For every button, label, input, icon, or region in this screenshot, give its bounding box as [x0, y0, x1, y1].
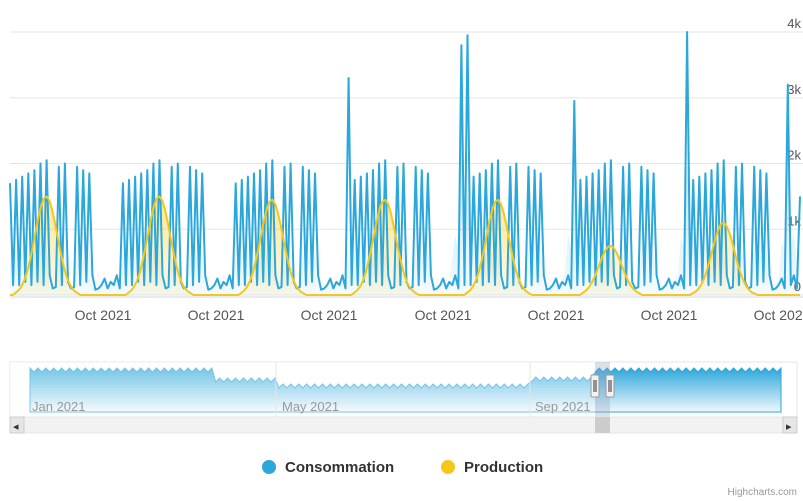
- navigator-mask-left: [10, 362, 595, 417]
- scrollbar-track[interactable]: [9, 416, 798, 434]
- scrollbar-thumb[interactable]: [595, 417, 610, 433]
- consommation-series-line: [9, 31, 801, 291]
- scrollbar-left-arrow-icon: ◂: [13, 420, 19, 433]
- scrollbar-right-arrow-icon: ▸: [786, 420, 792, 433]
- x-axis: Oct 2021 Oct 2021 Oct 2021 Oct 2021 Oct 2021…: [75, 307, 803, 323]
- x-tick-label: Oct 2021: [415, 307, 472, 323]
- navigator-label: Sep 2021: [535, 399, 591, 414]
- navigator-handle-left[interactable]: [590, 374, 600, 398]
- navigator-handle-right[interactable]: [605, 374, 615, 398]
- plot-area: [9, 31, 801, 296]
- x-tick-label: Oct 2021: [75, 307, 132, 323]
- production-series-line: [10, 195, 800, 296]
- scrollbar[interactable]: ◂ ▸: [9, 416, 798, 434]
- y-tick-label: 4k: [787, 16, 801, 31]
- consommation-series-area: [10, 58, 800, 295]
- navigator[interactable]: Jan 2021 May 2021 Sep 2021: [9, 361, 798, 418]
- y-tick-label: 2k: [787, 148, 801, 163]
- credits-link[interactable]: Highcharts.com: [728, 487, 797, 498]
- x-tick-label: Oct 2021: [641, 307, 698, 323]
- x-tick-label: Oct 2021: [188, 307, 245, 323]
- legend-label-consommation: Consommation: [285, 459, 394, 476]
- legend-marker-production: [441, 460, 455, 474]
- scrollbar-left-button[interactable]: [9, 416, 25, 434]
- legend: Consommation Production: [262, 459, 543, 476]
- x-tick-label: Oct 2021: [754, 307, 803, 323]
- y-tick-label: 3k: [787, 82, 801, 97]
- x-tick-label: Oct 2021: [301, 307, 358, 323]
- legend-marker-consommation: [262, 460, 276, 474]
- scrollbar-right-button[interactable]: [782, 416, 798, 434]
- legend-item-production[interactable]: Production: [441, 459, 543, 476]
- x-tick-label: Oct 2021: [528, 307, 585, 323]
- legend-item-consommation[interactable]: Consommation: [262, 459, 394, 476]
- navigator-label: May 2021: [282, 399, 339, 414]
- legend-label-production: Production: [464, 459, 543, 476]
- navigator-label: Jan 2021: [32, 399, 86, 414]
